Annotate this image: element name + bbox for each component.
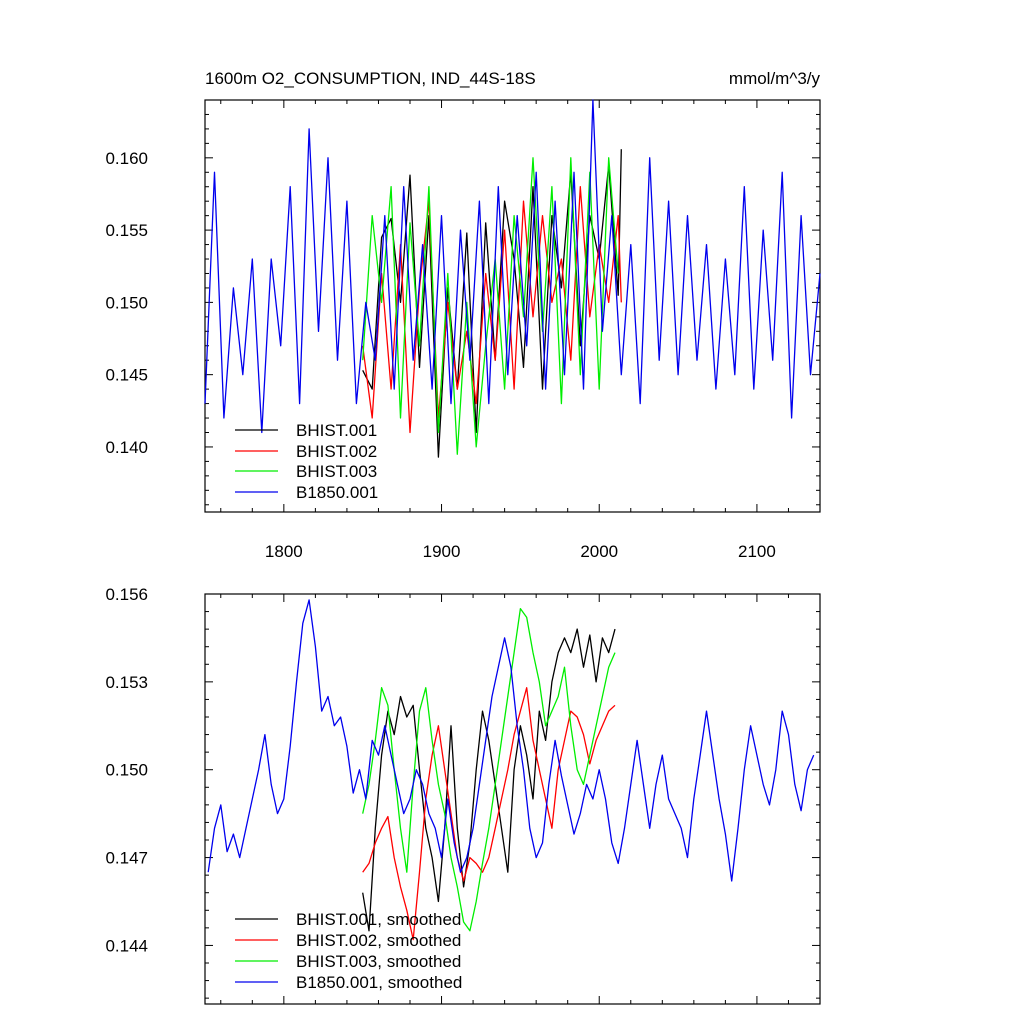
top-legend: BHIST.001 BHIST.002 BHIST.003 B1850.001 — [235, 421, 378, 502]
top-series-b1850-001 — [204, 99, 821, 434]
y-tick-label: 0.155 — [105, 221, 148, 240]
bottom-plot-frame — [204, 593, 821, 1005]
x-tick-label: 1800 — [265, 542, 303, 561]
bottom-series-bhist-003-smoothed — [362, 607, 616, 932]
y-tick-label: 0.144 — [105, 936, 148, 955]
top-series-bhist-002 — [362, 186, 622, 434]
legend-label-b1850-001-smoothed: B1850.001, smoothed — [296, 973, 462, 992]
y-tick-label: 0.145 — [105, 366, 148, 385]
top-plot-frame — [204, 99, 821, 513]
legend-label-bhist-003: BHIST.003 — [296, 462, 377, 481]
bottom-series-bhist-001-smoothed — [362, 628, 616, 932]
y-tick-label: 0.150 — [105, 293, 148, 312]
bottom-series-b1850-001-smoothed — [207, 599, 815, 882]
legend-label-bhist-003-smoothed: BHIST.003, smoothed — [296, 952, 461, 971]
x-tick-label: 2100 — [738, 542, 776, 561]
bottom-legend: BHIST.001, smoothed BHIST.002, smoothed … — [235, 910, 462, 992]
legend-label-bhist-001-smoothed: BHIST.001, smoothed — [296, 910, 461, 929]
top-chart-title: 1600m O2_CONSUMPTION, IND_44S-18S — [205, 69, 536, 88]
legend-label-bhist-001: BHIST.001 — [296, 421, 377, 440]
legend-label-bhist-002-smoothed: BHIST.002, smoothed — [296, 931, 461, 950]
x-tick-label: 1900 — [423, 542, 461, 561]
y-tick-label: 0.153 — [105, 673, 148, 692]
bottom-series-bhist-002-smoothed — [362, 687, 616, 941]
top-panel: 1600m O2_CONSUMPTION, IND_44S-18S mmol/m… — [105, 69, 821, 561]
legend-label-b1850-001: B1850.001 — [296, 483, 378, 502]
y-tick-label: 0.160 — [105, 149, 148, 168]
bottom-panel: 0.144 0.147 0.150 0.153 0.156 BHIST.001, smo… — [105, 585, 821, 1005]
top-series-bhist-003 — [362, 157, 619, 455]
y-tick-label: 0.147 — [105, 849, 148, 868]
y-tick-label: 0.150 — [105, 761, 148, 780]
x-tick-label: 2000 — [580, 542, 618, 561]
y-tick-label: 0.156 — [105, 585, 148, 604]
y-tick-label: 0.140 — [105, 438, 148, 457]
top-chart-units: mmol/m^3/y — [729, 69, 821, 88]
legend-label-bhist-002: BHIST.002 — [296, 442, 377, 461]
